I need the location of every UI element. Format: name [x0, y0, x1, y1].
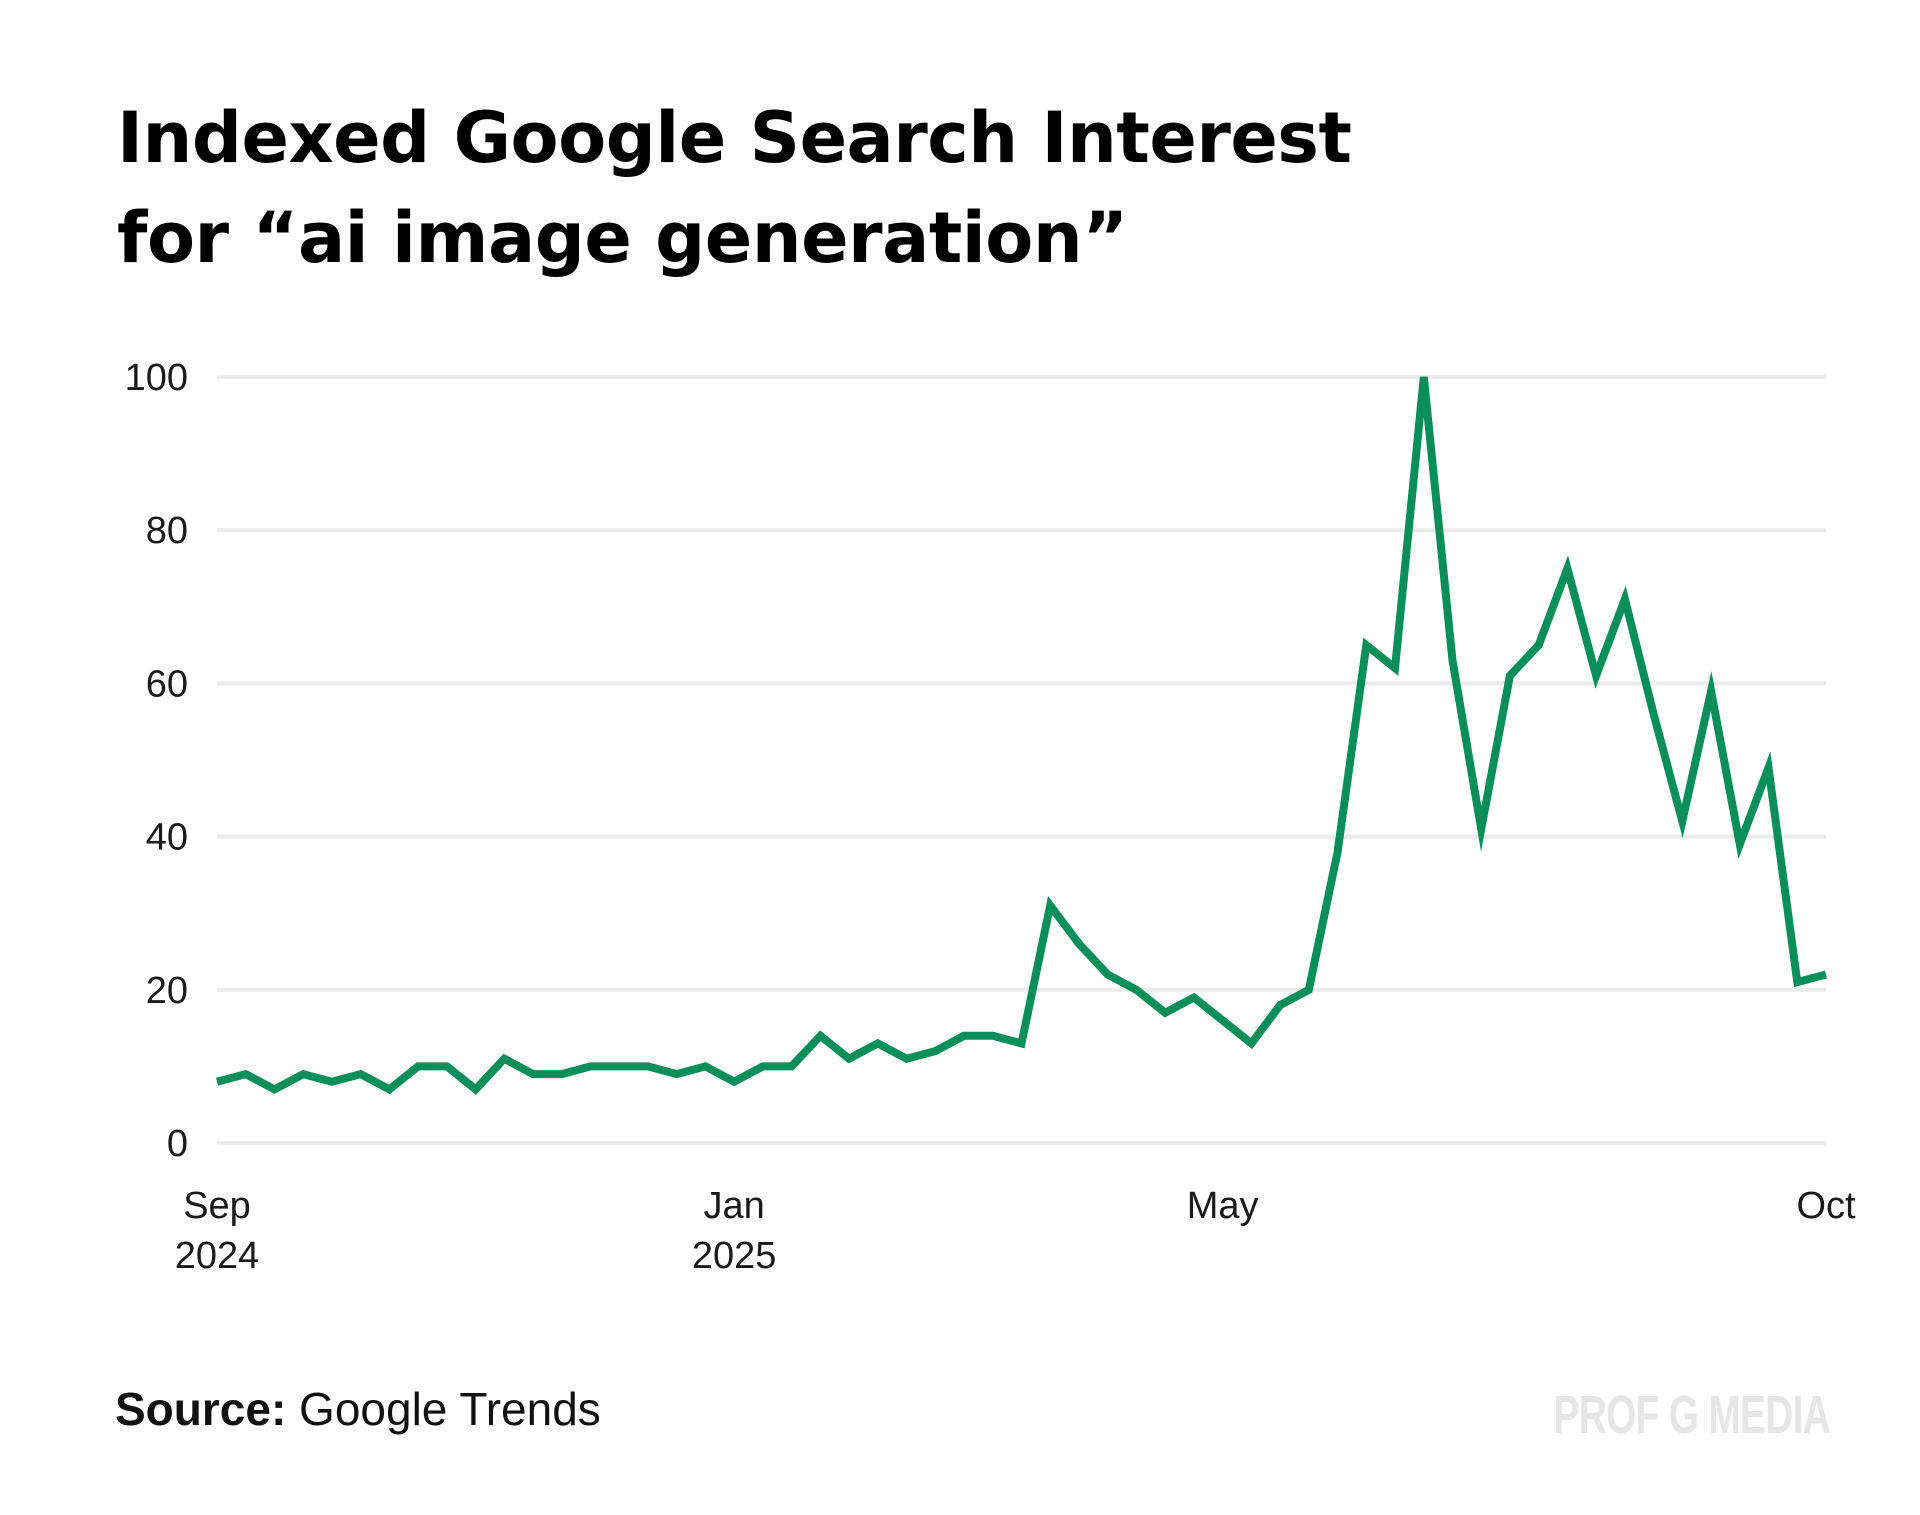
- data-point: [1650, 710, 1658, 718]
- data-point: [414, 1062, 422, 1070]
- data-point: [529, 1070, 537, 1078]
- data-point: [730, 1078, 738, 1086]
- data-point: [1334, 848, 1342, 856]
- data-point: [1477, 825, 1485, 833]
- source-note: Source: Google Trends: [115, 1382, 601, 1436]
- data-point: [1822, 970, 1830, 978]
- data-point: [1678, 817, 1686, 825]
- data-point: [874, 1039, 882, 1047]
- data-point: [1448, 656, 1456, 664]
- chart-title-line-2: for “ai image generation”: [117, 197, 1128, 279]
- data-point: [1104, 970, 1112, 978]
- data-point: [1535, 641, 1543, 649]
- data-point: [328, 1078, 336, 1086]
- x-tick-label-oct: Oct: [1796, 1185, 1856, 1227]
- y-axis-labels: 0 20 40 60 80 100: [125, 357, 188, 1165]
- data-point: [1075, 940, 1083, 948]
- data-point: [1247, 1039, 1255, 1047]
- x-axis-labels: Sep 2024 Jan 2025 May Oct: [175, 1185, 1856, 1277]
- data-point: [385, 1085, 393, 1093]
- data-point: [1736, 840, 1744, 848]
- data-point: [270, 1085, 278, 1093]
- data-point: [989, 1032, 997, 1040]
- series-points-0: [213, 373, 1830, 1093]
- prof-g-media-logo: PROF G MEDIA: [1553, 1385, 1831, 1445]
- data-point: [903, 1055, 911, 1063]
- data-point: [299, 1070, 307, 1078]
- data-point: [1621, 595, 1629, 603]
- data-point: [1219, 1016, 1227, 1024]
- data-point: [816, 1032, 824, 1040]
- x-tick-label-may: May: [1187, 1185, 1259, 1227]
- data-point: [1161, 1009, 1169, 1017]
- chart-title-line-1: Indexed Google Search Interest: [117, 97, 1352, 179]
- x-tick-label-jan: Jan 2025: [692, 1185, 777, 1277]
- data-point: [788, 1062, 796, 1070]
- data-point: [960, 1032, 968, 1040]
- data-point: [1391, 664, 1399, 672]
- y-tick-label-40: 40: [146, 817, 188, 859]
- data-point: [587, 1062, 595, 1070]
- data-point: [1506, 672, 1514, 680]
- data-point: [1305, 986, 1313, 994]
- gridlines: [217, 375, 1826, 1145]
- data-point: [558, 1070, 566, 1078]
- y-tick-label-20: 20: [146, 970, 188, 1012]
- y-tick-label-80: 80: [146, 510, 188, 552]
- data-point: [1707, 687, 1715, 695]
- chart-title: Indexed Google Search Interest for “ai i…: [117, 88, 1352, 288]
- data-point: [1765, 764, 1773, 772]
- data-point: [1420, 373, 1428, 381]
- x-tick-line: Oct: [1796, 1185, 1856, 1227]
- data-point: [701, 1062, 709, 1070]
- source-text: Google Trends: [286, 1383, 601, 1435]
- source-label: Source:: [115, 1383, 287, 1435]
- data-point: [1132, 986, 1140, 994]
- data-point: [759, 1062, 767, 1070]
- data-point: [242, 1070, 250, 1078]
- data-point: [1592, 672, 1600, 680]
- data-point: [1276, 1001, 1284, 1009]
- data-point: [1190, 993, 1198, 1001]
- data-point: [931, 1047, 939, 1055]
- data-point: [673, 1070, 681, 1078]
- data-point: [500, 1055, 508, 1063]
- x-tick-label-sep: Sep 2024: [175, 1185, 260, 1277]
- data-point: [644, 1062, 652, 1070]
- x-tick-line: Sep: [183, 1185, 251, 1227]
- x-tick-line: May: [1187, 1185, 1259, 1227]
- data-point: [443, 1062, 451, 1070]
- data-point: [213, 1078, 221, 1086]
- x-tick-line: Jan: [704, 1185, 765, 1227]
- series-line-0: [215, 376, 1828, 1095]
- data-point: [472, 1085, 480, 1093]
- data-point: [845, 1055, 853, 1063]
- y-tick-label-100: 100: [125, 357, 188, 399]
- data-point: [1793, 978, 1801, 986]
- data-point: [1362, 641, 1370, 649]
- y-tick-label-0: 0: [167, 1123, 188, 1165]
- x-tick-line: 2024: [175, 1235, 260, 1277]
- data-point: [1018, 1039, 1026, 1047]
- data-point: [1046, 902, 1054, 910]
- data-point: [1563, 565, 1571, 573]
- data-point: [357, 1070, 365, 1078]
- x-tick-line: 2025: [692, 1235, 777, 1277]
- y-tick-label-60: 60: [146, 663, 188, 705]
- data-point: [615, 1062, 623, 1070]
